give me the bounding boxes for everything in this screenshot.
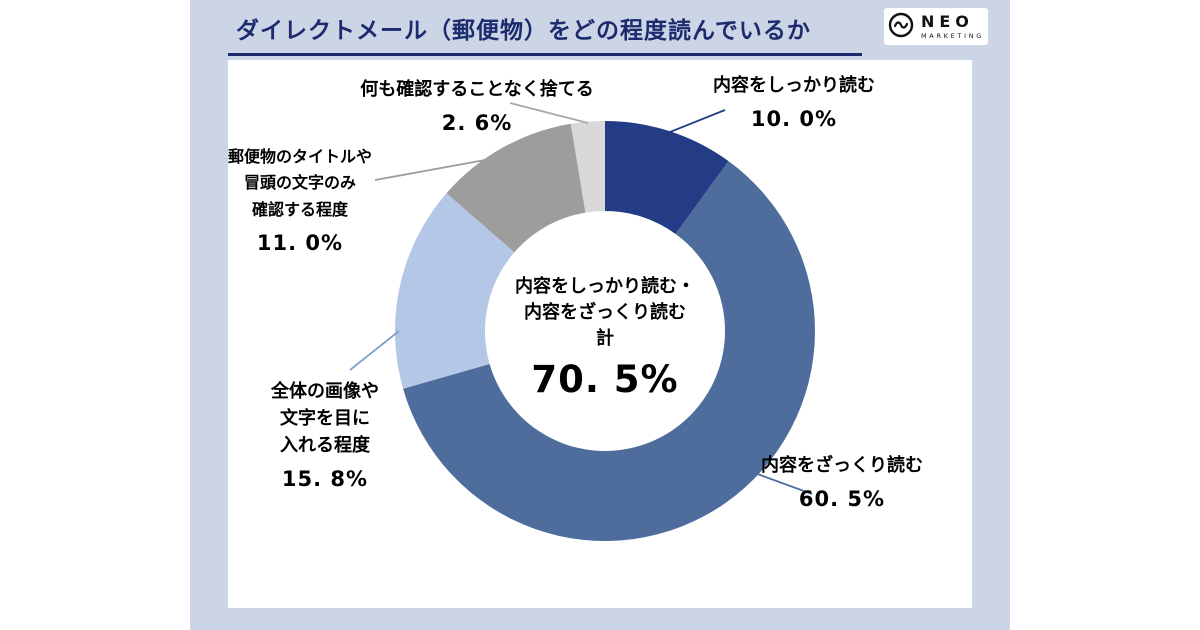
center-line-1: 内容をしっかり読む・ [515, 276, 695, 297]
callout-glance-only: 全体の画像や 文字を目に 入れる程度 15. 8% [252, 378, 398, 491]
callout-label: 内容をしっかり読む [713, 75, 875, 96]
callout-discard-without-checking: 何も確認することなく捨てる 2. 6% [342, 76, 612, 135]
callout-label: 内容をざっくり読む [761, 455, 923, 476]
callout-percent: 11. 0% [256, 231, 344, 256]
page-title: ダイレクトメール（郵便物）をどの程度読んでいるか [228, 8, 862, 56]
callout-percent: 2. 6% [441, 111, 513, 135]
callout-percent: 60. 5% [798, 487, 886, 511]
logo-text: NEO MARKETING [920, 11, 985, 40]
logo-name: NEO [920, 11, 974, 31]
callout-label-line: 確認する程度 [251, 199, 348, 219]
callout-title-only: 郵便物のタイトルや 冒頭の文字のみ 確認する程度 11. 0% [226, 144, 374, 255]
callout-label-line: 入れる程度 [280, 435, 370, 456]
center-total-percent: 70. 5% [531, 358, 679, 402]
callout-percent: 10. 0% [750, 107, 838, 131]
callout-read-thoroughly: 内容をしっかり読む 10. 0% [688, 72, 900, 131]
logo-subtitle: MARKETING [920, 31, 985, 40]
callout-read-roughly: 内容をざっくり読む 60. 5% [756, 452, 928, 511]
donut-center-label: 内容をしっかり読む・ 内容をざっくり読む 計 70. 5% [472, 274, 738, 401]
callout-label-line: 郵便物のタイトルや [227, 147, 372, 166]
pulse-circle-icon [888, 12, 914, 42]
center-line-3: 計 [596, 328, 614, 350]
callout-label-line: 文字を目に [280, 408, 370, 429]
callout-percent: 15. 8% [281, 467, 369, 491]
center-line-2: 内容をざっくり読む [524, 302, 686, 324]
callout-label: 何も確認することなく捨てる [360, 79, 594, 100]
neo-marketing-logo: NEO MARKETING [884, 8, 988, 45]
callout-label-line: 冒頭の文字のみ [243, 173, 356, 193]
callout-label-line: 全体の画像や [271, 381, 379, 402]
